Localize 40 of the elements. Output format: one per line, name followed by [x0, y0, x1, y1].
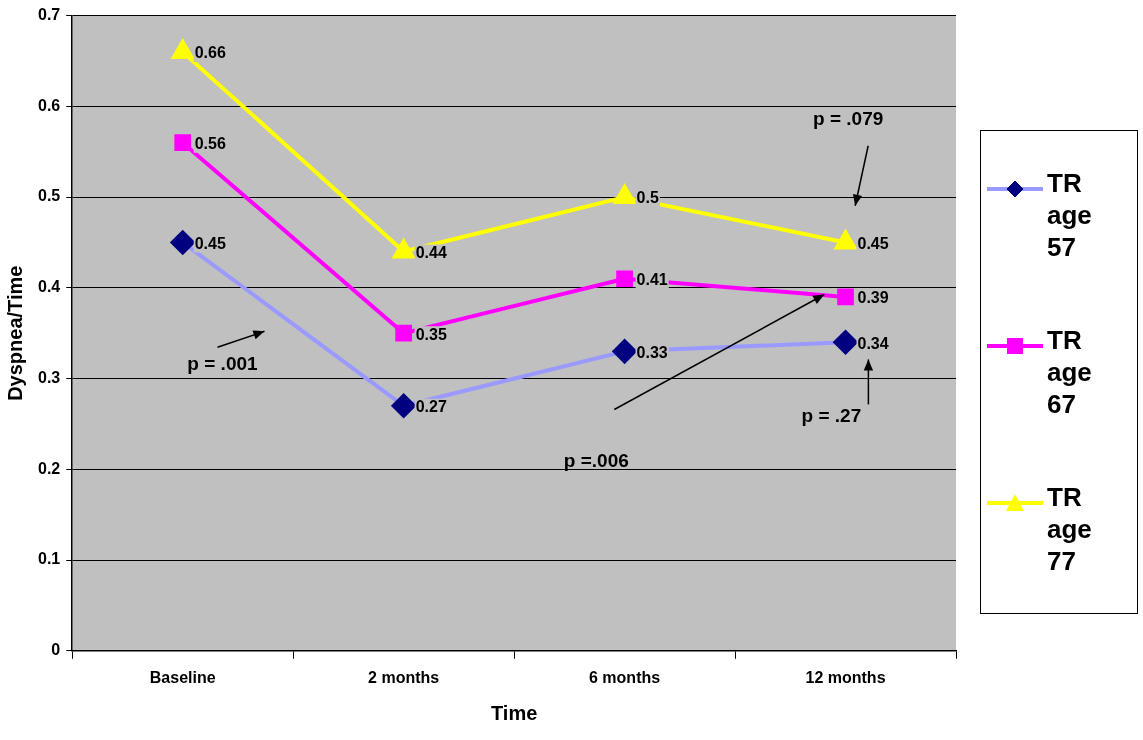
point — [172, 39, 194, 59]
legend-label: TR age 77 — [1047, 480, 1093, 577]
point — [395, 324, 413, 342]
point — [613, 185, 636, 205]
y-tick-label: 0.4 — [37, 278, 61, 296]
data-label: 0.56 — [194, 135, 226, 153]
data-label: 0.39 — [857, 289, 889, 307]
legend-label: TR age 67 — [1047, 324, 1093, 420]
x-tick-label: 12 months — [805, 668, 886, 686]
y-tick-label: 0.6 — [37, 96, 61, 114]
data-label: 0.45 — [857, 234, 889, 252]
y-tick-label: 0.2 — [37, 459, 61, 477]
point — [834, 230, 857, 250]
data-label: 0.66 — [194, 44, 226, 62]
point — [616, 270, 633, 288]
data-label: 0.27 — [415, 398, 447, 416]
y-tick-label: 0.3 — [37, 368, 61, 386]
y-tick-label: 0.7 — [37, 6, 61, 24]
y-tick-label: 0 — [51, 641, 61, 659]
y-axis-title: Dyspnea/Time — [3, 265, 26, 401]
data-label: 0.5 — [636, 189, 659, 207]
x-tick-label: 2 months — [368, 668, 440, 686]
annotation: p =.006 — [563, 449, 629, 471]
y-tick-label: 0.1 — [37, 550, 61, 568]
data-label: 0.44 — [415, 243, 447, 261]
legend-label: TR age 57 — [1047, 167, 1093, 264]
data-label: 0.45 — [194, 234, 226, 252]
annotation: p = .001 — [187, 352, 259, 374]
x-tick-label: 6 months — [589, 668, 661, 686]
data-label: 0.41 — [636, 271, 668, 289]
x-tick-label: Baseline — [149, 668, 216, 686]
x-axis-title: Time — [490, 701, 538, 724]
point — [837, 288, 854, 306]
annotation: p = .079 — [813, 108, 884, 130]
y-tick-label: 0.5 — [37, 187, 61, 205]
data-label: 0.33 — [636, 343, 668, 361]
data-label: 0.34 — [857, 334, 889, 352]
data-label: 0.35 — [415, 325, 447, 343]
point — [174, 134, 192, 151]
annotation: p = .27 — [801, 404, 862, 426]
